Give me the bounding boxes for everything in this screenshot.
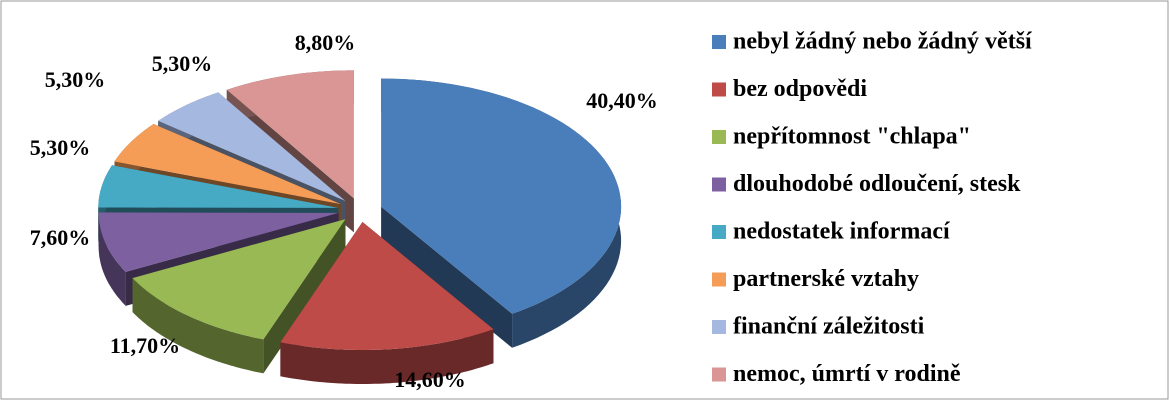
data-label: 40,40%: [586, 88, 658, 113]
slice-side: [132, 278, 264, 374]
data-label: 5,30%: [30, 135, 91, 160]
slice-top: [280, 222, 494, 350]
slice-top: [98, 165, 339, 208]
slice-top: [158, 92, 346, 201]
slice-top: [226, 70, 354, 199]
data-label: 5,30%: [152, 51, 213, 76]
slice-wall: [381, 206, 513, 348]
data-label: 11,70%: [110, 333, 180, 358]
legend-swatch: [712, 35, 726, 49]
legend-label: partnerské vztahy: [733, 266, 919, 292]
legend-label: nemoc, úmrtí v rodině: [733, 361, 961, 387]
legend-swatch: [712, 272, 726, 287]
legend-swatch: [712, 130, 726, 144]
legend-label: nepřítomnost "chlapa": [733, 124, 971, 150]
legend-swatch: [712, 320, 726, 334]
slice: [280, 222, 494, 384]
legend-swatch: [712, 82, 726, 97]
slice-top: [132, 219, 346, 340]
legend-label: nedostatek informací: [733, 219, 950, 245]
legend-label: bez odpovědi: [733, 76, 867, 102]
legend-swatch: [712, 225, 726, 239]
slice-top: [114, 124, 341, 205]
data-label: 14,60%: [394, 367, 466, 392]
slice-top: [381, 78, 622, 314]
slice-side: [280, 329, 494, 384]
slice: [132, 219, 346, 374]
legend-swatch: [712, 177, 726, 192]
slice-top: [98, 212, 339, 272]
data-label: 8,80%: [295, 30, 356, 55]
slice: [381, 78, 622, 348]
legend-label: nebyl žádný nebo žádný větší: [733, 29, 1032, 55]
data-label: 7,60%: [30, 225, 91, 250]
slice-side: [98, 212, 126, 306]
data-label: 5,30%: [45, 67, 106, 92]
legend-label: finanční záležitosti: [733, 314, 925, 340]
legend-label: dlouhodobé odloučení, stesk: [733, 171, 1021, 197]
legend-swatch: [712, 367, 726, 382]
